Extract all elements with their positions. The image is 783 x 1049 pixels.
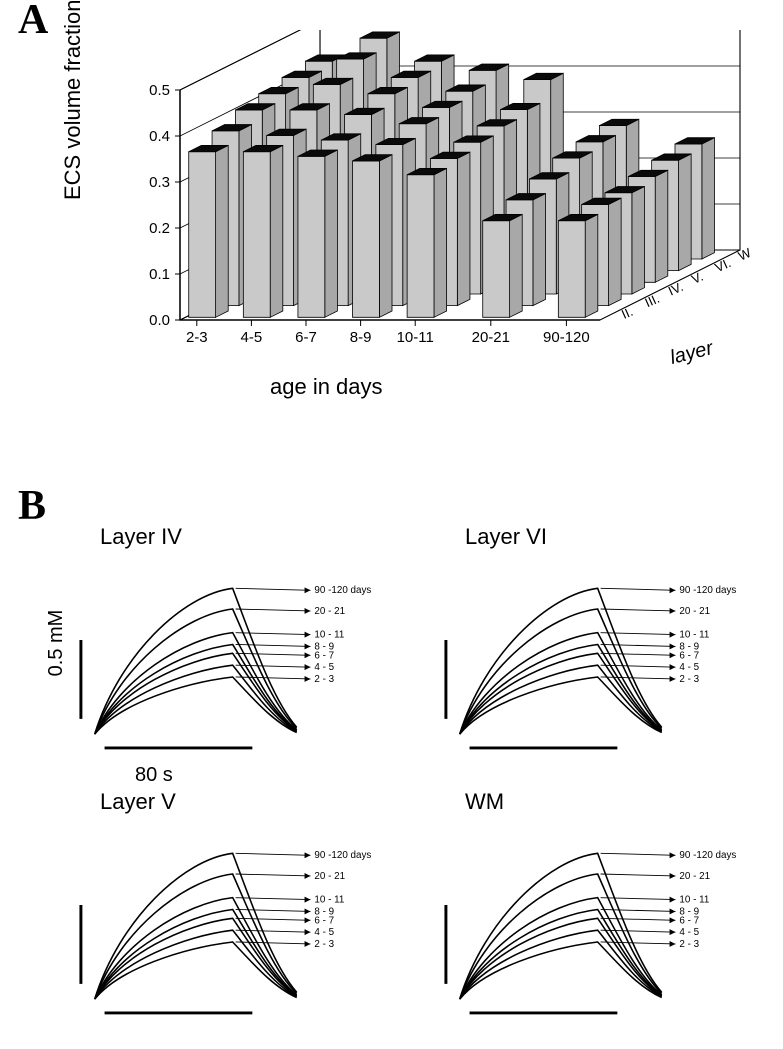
svg-text:6-7: 6-7	[295, 329, 317, 346]
trace-title: Layer VI	[465, 524, 547, 550]
svg-text:2 - 3: 2 - 3	[679, 674, 699, 685]
svg-text:II.: II.	[619, 304, 635, 322]
svg-text:0.4: 0.4	[149, 128, 170, 145]
svg-text:20 - 21: 20 - 21	[679, 871, 710, 882]
svg-text:6 - 7: 6 - 7	[679, 915, 699, 926]
svg-text:10 - 11: 10 - 11	[679, 895, 709, 906]
svg-text:0.3: 0.3	[149, 174, 170, 191]
trace-panel-v: Layer V90 -120 days20 - 2110 - 118 - 96 …	[75, 785, 410, 1030]
svg-text:20 - 21: 20 - 21	[679, 606, 710, 617]
svg-text:90 -120 days: 90 -120 days	[679, 850, 736, 861]
svg-text:20 - 21: 20 - 21	[314, 606, 345, 617]
svg-text:4 - 5: 4 - 5	[314, 927, 334, 938]
svg-text:0.2: 0.2	[149, 220, 170, 237]
svg-text:0.0: 0.0	[149, 312, 170, 329]
y-scale-label: 0.5 mM	[45, 609, 68, 676]
trace-title: Layer V	[100, 789, 176, 815]
svg-text:4-5: 4-5	[241, 329, 263, 346]
svg-text:V.: V.	[689, 269, 705, 287]
svg-text:20-21: 20-21	[472, 329, 510, 346]
svg-text:2 - 3: 2 - 3	[314, 939, 334, 950]
trace-grid: Layer IV0.5 mM80 s90 -120 days20 - 2110 …	[75, 520, 775, 1030]
svg-text:6 - 7: 6 - 7	[314, 650, 334, 661]
svg-text:4 - 5: 4 - 5	[679, 662, 699, 673]
svg-text:4 - 5: 4 - 5	[679, 927, 699, 938]
trace-panel-vi: Layer VI90 -120 days20 - 2110 - 118 - 96…	[440, 520, 775, 765]
svg-text:6 - 7: 6 - 7	[679, 650, 699, 661]
svg-text:90-120: 90-120	[543, 329, 590, 346]
svg-text:10 - 11: 10 - 11	[314, 895, 344, 906]
svg-text:4 - 5: 4 - 5	[314, 662, 334, 673]
x-scale-label: 80 s	[135, 764, 173, 787]
panel-b: Layer IV 0.5 mM 80 s 90 -120 days 20 - 21 10 …	[20, 490, 763, 1030]
svg-text:0.1: 0.1	[149, 266, 170, 283]
svg-text:90 -120 days: 90 -120 days	[679, 585, 736, 596]
svg-text:10-11: 10-11	[397, 329, 434, 346]
trace-title: Layer IV	[100, 524, 182, 550]
trace-title: WM	[465, 789, 504, 815]
y-axis-label: ECS volume fraction	[60, 0, 86, 200]
page: A ECS volume fraction age in days layer …	[0, 0, 783, 1049]
trace-panel-iv: Layer IV0.5 mM80 s90 -120 days20 - 2110 …	[75, 520, 410, 765]
panel-a: ECS volume fraction age in days layer 0.…	[20, 10, 763, 430]
svg-text:10 - 11: 10 - 11	[679, 630, 709, 641]
svg-text:20 - 21: 20 - 21	[314, 871, 345, 882]
svg-text:2 - 3: 2 - 3	[314, 674, 334, 685]
svg-text:0.5: 0.5	[149, 82, 170, 99]
svg-text:8-9: 8-9	[350, 329, 372, 346]
bar3d-chart: 0.0 0.1 0.2 0.3 0.4 0.5 2-3 4-5 6-7 8-9 10-11 20-21…	[130, 30, 750, 360]
svg-text:90 -120 days: 90 -120 days	[314, 850, 371, 861]
svg-text:2-3: 2-3	[186, 329, 208, 346]
svg-text:10 - 11: 10 - 11	[314, 630, 344, 641]
trace-panel-wm: WM90 -120 days20 - 2110 - 118 - 96 - 74 …	[440, 785, 775, 1030]
x-axis-label: age in days	[270, 374, 383, 400]
svg-text:2 - 3: 2 - 3	[679, 939, 699, 950]
svg-text:6 - 7: 6 - 7	[314, 915, 334, 926]
svg-text:90 -120 days: 90 -120 days	[314, 585, 371, 596]
